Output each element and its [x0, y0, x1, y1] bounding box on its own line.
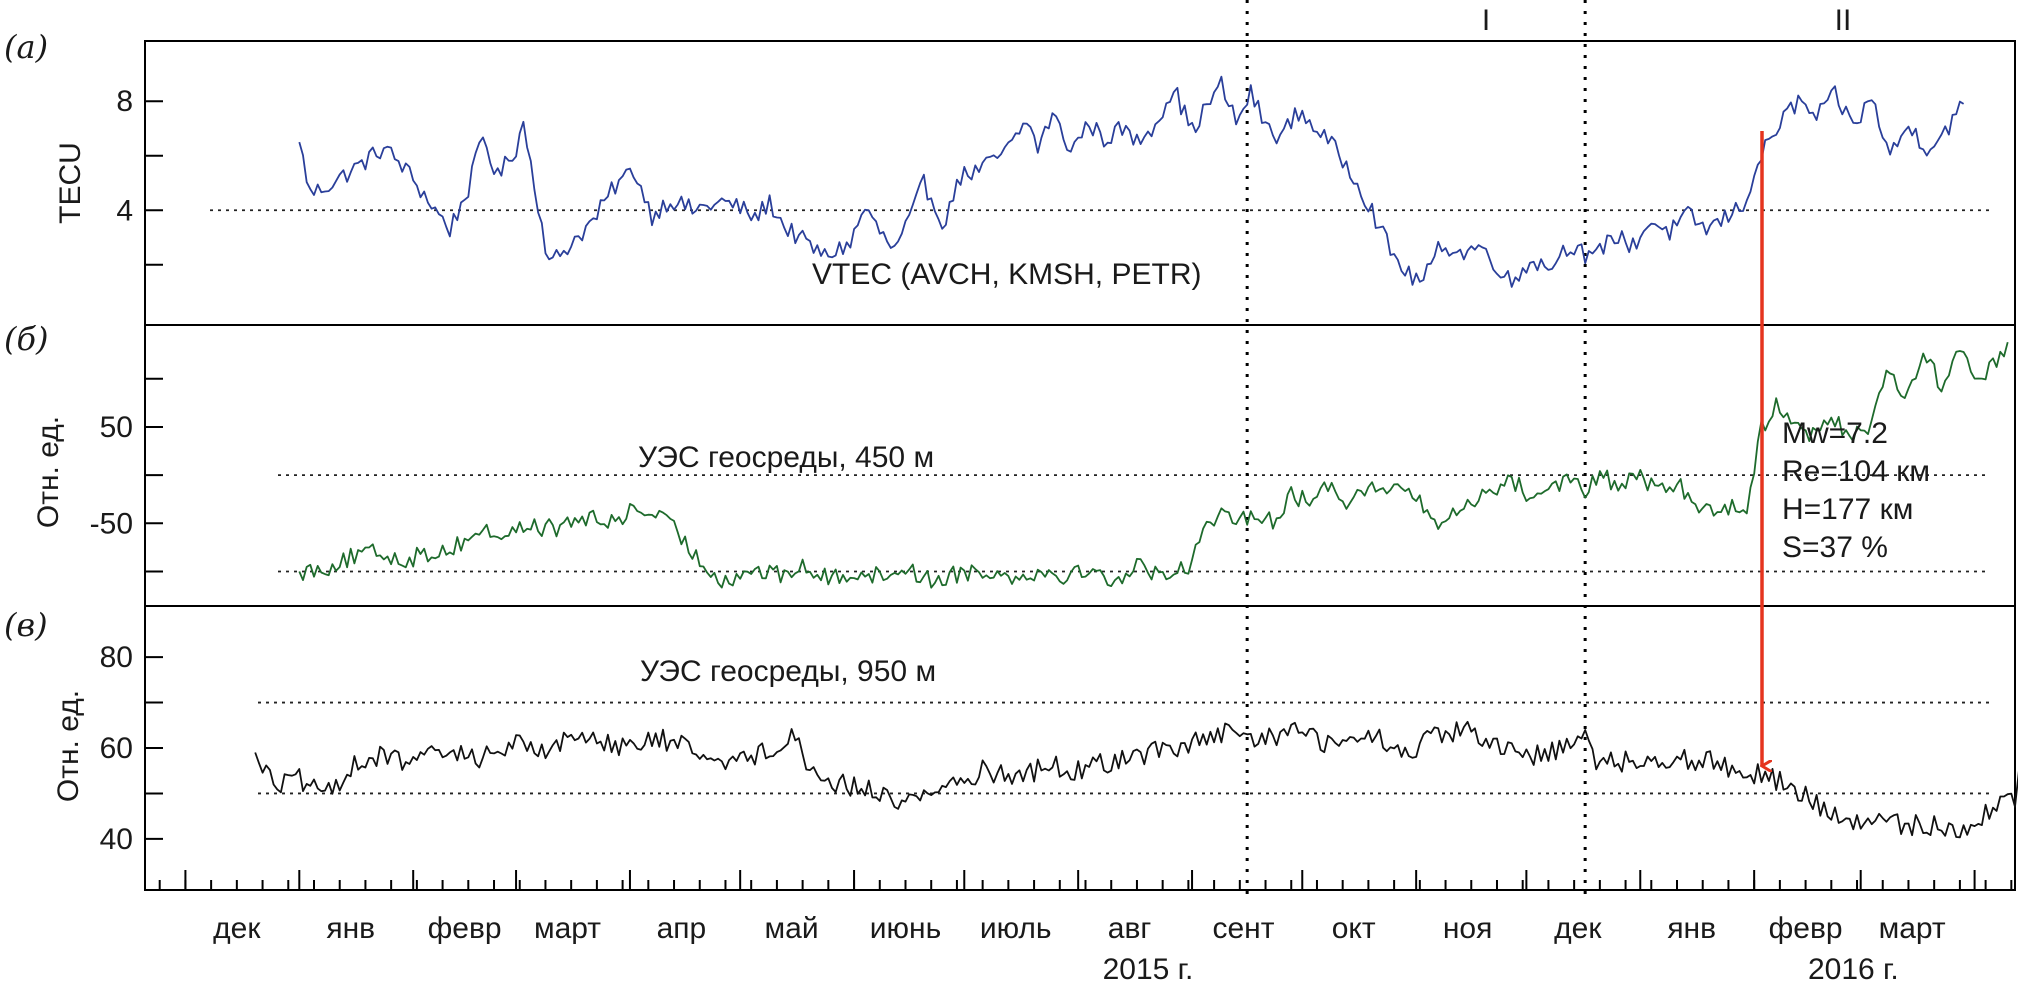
ylabel-b: Отн. ед.	[32, 416, 65, 528]
xtick-label-month-5: май	[765, 912, 819, 945]
ytick-label-a-8: 8	[116, 85, 133, 118]
series-label-vtec: VTEC (AVCH, KMSH, PETR)	[812, 258, 1201, 291]
xtick-label-month-15: март	[1879, 912, 1946, 945]
ytick-label-c-40: 40	[100, 823, 133, 856]
phase-label-i: I	[1482, 4, 1490, 37]
xtick-label-month-13: янв	[1667, 912, 1716, 945]
eq-s-value: S=37 %	[1782, 531, 1888, 564]
series-label-950m: УЭС геосреды, 950 м	[640, 655, 936, 688]
xtick-label-month-1: янв	[326, 912, 375, 945]
panel-frame-b	[144, 324, 2016, 607]
ylabel-a: TECU	[54, 142, 87, 224]
panel-label-a: (а)	[4, 28, 48, 66]
x-axis: дек янв февр март апр май июнь июль авг сент окт но…	[158, 870, 2013, 983]
ytick-label-c-80: 80	[100, 641, 133, 674]
xtick-label-month-10: окт	[1332, 912, 1376, 945]
ytick-label-c-60: 60	[100, 732, 133, 765]
ytick-label-b-50: 50	[100, 411, 133, 444]
series-line-b	[298, 341, 2009, 589]
year-label-0: 2015 г.	[1103, 953, 1194, 983]
series-label-450m: УЭС геосреды, 450 м	[638, 441, 934, 474]
xtick-label-month-11: ноя	[1443, 912, 1493, 945]
xtick-label-month-8: авг	[1108, 912, 1152, 945]
xtick-label-month-12: дек	[1554, 912, 1602, 945]
ytick-label-a-4: 4	[116, 194, 133, 227]
event-marker-lines	[1245, 0, 1587, 902]
eq-distance: Re=104 км	[1782, 455, 1930, 488]
eq-magnitude: Mw=7.2	[1782, 417, 1888, 450]
xtick-label-month-3: март	[534, 912, 601, 945]
xtick-label-month-0: дек	[213, 912, 261, 945]
y-axes: 8 4 50 -50 80 60 40	[90, 85, 163, 856]
xtick-label-month-6: июнь	[870, 912, 941, 945]
xtick-label-month-7: июль	[980, 912, 1052, 945]
xtick-label-month-2: февр	[428, 912, 502, 945]
eq-depth: H=177 км	[1782, 493, 1913, 526]
series-layer	[254, 75, 2018, 839]
xtick-label-month-9: сент	[1212, 912, 1274, 945]
series-line-a	[298, 75, 1965, 288]
series-line-c	[254, 720, 2018, 839]
ylabel-c: Отн. ед.	[52, 690, 85, 802]
ytick-label-b--50: -50	[90, 507, 133, 540]
panel-label-b: (б)	[4, 320, 49, 358]
phase-label-ii: II	[1835, 4, 1852, 37]
xtick-label-month-4: апр	[657, 912, 707, 945]
panel-frames	[144, 40, 2016, 891]
reference-lines	[210, 209, 1990, 795]
panel-label-c: (в)	[4, 606, 48, 644]
xtick-label-month-14: февр	[1769, 912, 1843, 945]
year-label-1: 2016 г.	[1808, 953, 1899, 983]
panel-frame-c	[144, 605, 2016, 891]
